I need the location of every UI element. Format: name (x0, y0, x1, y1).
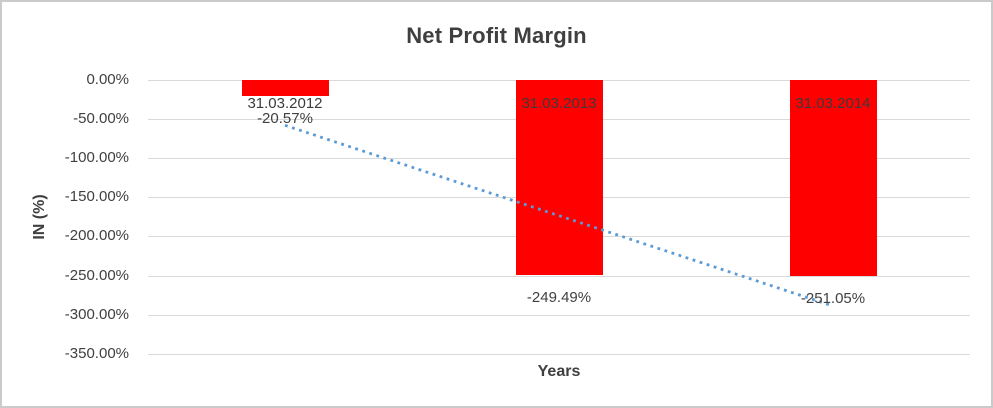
y-axis-tick-label: 0.00% (86, 70, 129, 88)
y-axis-title: IN (%) (31, 194, 48, 240)
y-axis-tick-label: -300.00% (64, 305, 129, 323)
data-label: -20.57% (257, 109, 313, 127)
y-axis-tick-label: -150.00% (64, 188, 129, 206)
y-axis-tick-label: -50.00% (73, 109, 129, 127)
category-label: 31.03.2013 (521, 94, 597, 112)
gridline (148, 353, 970, 355)
bar (789, 79, 877, 277)
x-axis-title: Years (537, 363, 581, 380)
y-axis-tick-label: -200.00% (64, 227, 129, 245)
y-axis-tick-label: -100.00% (64, 148, 129, 166)
gridline (148, 314, 970, 316)
category-label: 31.03.2012 (247, 94, 323, 112)
y-axis-tick-label: -250.00% (64, 266, 129, 284)
data-label: -251.05% (800, 290, 866, 308)
chart-title: Net Profit Margin (406, 23, 587, 48)
bar (241, 79, 329, 96)
category-label: 31.03.2014 (795, 94, 871, 112)
y-axis-tick-label: -350.00% (64, 344, 129, 362)
data-label: -249.49% (526, 289, 592, 307)
gridline (148, 275, 970, 277)
bar (515, 79, 603, 276)
